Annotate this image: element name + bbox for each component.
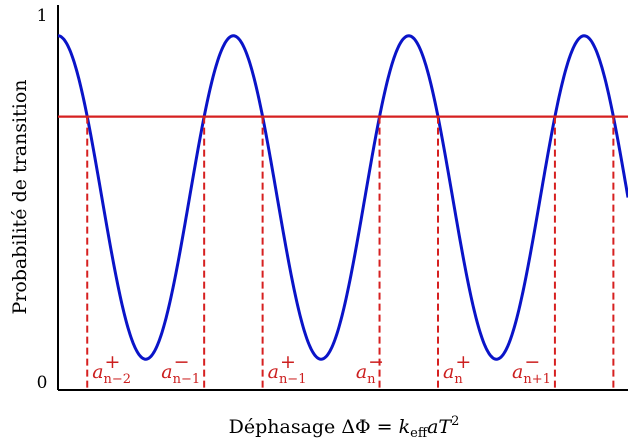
crossing-label: an+1	[512, 361, 551, 387]
crossing-label-superscript: +	[455, 351, 471, 373]
crossing-label-base: a	[92, 361, 103, 383]
crossing-label: an−2	[92, 361, 131, 387]
crossing-label-base: a	[161, 361, 172, 383]
crossing-label-superscript: +	[280, 351, 296, 373]
crossing-label-subscript: n	[454, 372, 463, 387]
crossing-label-superscript: +	[105, 351, 121, 373]
x-axis-label: Déphasage ΔΦ = keffaT2	[229, 414, 460, 441]
crossing-label-subscript: n−1	[279, 372, 307, 387]
chart-marks: an−2+ an−1− an−1+ an− an+ an+1−	[57, 34, 628, 390]
y-axis-label: Probabilité de transition	[9, 79, 31, 314]
crossing-label-superscript: −	[174, 351, 190, 373]
crossing-label-superscript: −	[368, 351, 384, 373]
crossing-label-superscript: −	[524, 351, 540, 373]
x-axis-label-k: k	[399, 416, 411, 438]
y-tick-label-top: 1	[37, 6, 48, 26]
crossing-label-subscript: n−2	[104, 372, 132, 387]
crossing-label-base: a	[443, 361, 454, 383]
transition-probability-curve	[57, 34, 628, 361]
x-axis-label-a: a	[427, 416, 438, 438]
crossing-label-subscript: n+1	[523, 372, 551, 387]
crossing-label-subscript: n−1	[173, 372, 201, 387]
x-axis-label-k-sub: eff	[410, 426, 429, 441]
crossing-label: an−1	[268, 361, 307, 387]
x-axis-label-T-sup: 2	[451, 414, 459, 429]
y-tick-label-bottom: 0	[37, 373, 48, 393]
crossing-label-subscript: n	[367, 372, 376, 387]
crossing-label-base: a	[512, 361, 523, 383]
crossing-label: an−1	[161, 361, 200, 387]
crossing-label-base: a	[356, 361, 367, 383]
crossing-label: an	[443, 361, 463, 387]
crossing-label-base: a	[268, 361, 279, 383]
x-axis-label-T: T	[438, 416, 452, 438]
crossing-label: an	[356, 361, 376, 387]
x-axis-label-prefix: Déphasage ΔΦ =	[229, 416, 399, 438]
